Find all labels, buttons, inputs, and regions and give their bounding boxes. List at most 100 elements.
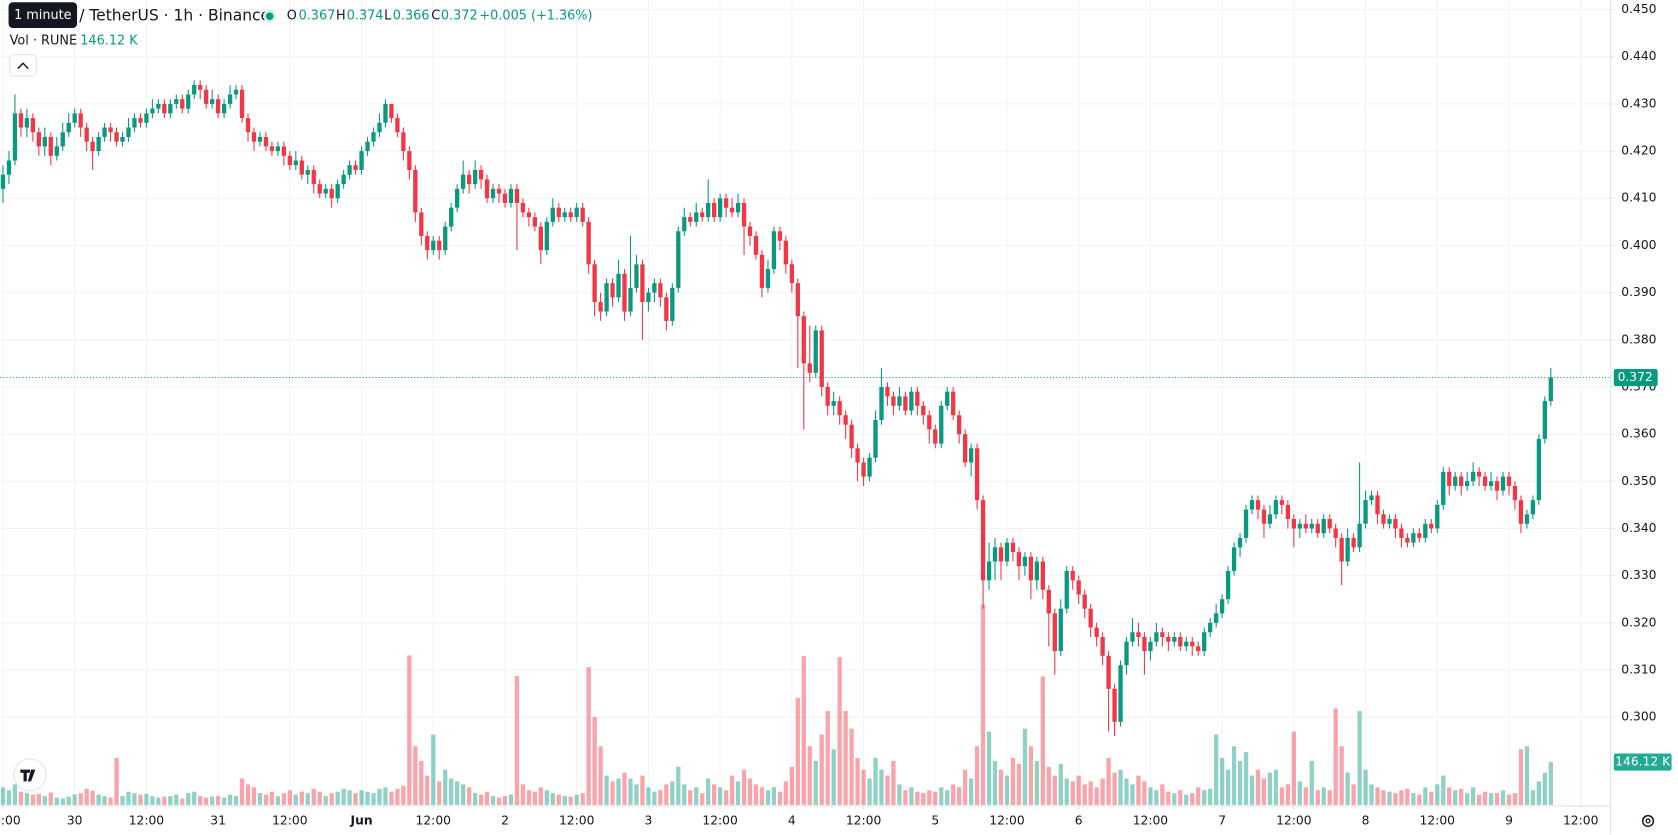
volume-bar — [281, 793, 287, 805]
x-tick-label: 12:00 — [702, 813, 737, 827]
candle-body — [921, 405, 926, 416]
volume-bar — [1118, 769, 1123, 805]
candle-body — [968, 448, 974, 463]
candle-body — [502, 193, 508, 203]
x-tick-label: 12:00 — [272, 813, 307, 827]
candle-body — [114, 132, 119, 142]
volume-bar — [939, 787, 944, 805]
candle-body — [490, 188, 496, 199]
candle-body — [323, 188, 328, 194]
candle-body — [1381, 514, 1386, 524]
volume-bar — [102, 796, 107, 805]
candle-body — [1279, 500, 1285, 505]
volume-bar — [526, 790, 532, 805]
symbol-title[interactable]: / TetherUS · 1h · Binance — [79, 7, 270, 25]
legend: 1 minute / TetherUS · 1h · Binance O 0.3… — [8, 2, 592, 77]
candle-body — [180, 99, 185, 109]
candle-body — [1351, 537, 1356, 548]
logo[interactable] — [13, 758, 47, 792]
candle-body — [329, 188, 334, 199]
volume-bar — [789, 766, 794, 805]
volume-bar — [777, 791, 783, 805]
volume-bar — [490, 796, 496, 805]
y-tick-label: 0.400 — [1621, 238, 1656, 252]
candle-body — [293, 160, 298, 166]
candle-body — [1387, 519, 1392, 524]
tooltip-text: 1 minute — [14, 8, 72, 23]
candle-body — [980, 500, 986, 581]
volume-bar — [347, 790, 352, 805]
volume-bar — [419, 760, 424, 805]
x-tick-label: 31 — [210, 813, 226, 827]
x-tick-label: 12:00 — [1420, 813, 1455, 827]
candle-body — [1178, 636, 1183, 647]
candle-body — [257, 136, 263, 142]
volume-bar — [293, 794, 298, 805]
volume-bar — [861, 769, 866, 805]
volume-bar — [562, 796, 567, 805]
volume-bar — [186, 793, 191, 805]
volume-bar — [275, 796, 281, 805]
candle-body — [807, 363, 812, 373]
candle-body — [317, 184, 322, 194]
candle-body — [1321, 519, 1326, 534]
candle-body — [986, 561, 992, 581]
candle-body — [1118, 665, 1123, 722]
x-tick-label: 12:00 — [1276, 813, 1311, 827]
candle-body — [449, 207, 454, 227]
volume-bar — [723, 790, 729, 805]
candle-body — [90, 141, 95, 152]
volume-bar — [1309, 760, 1314, 805]
candle-body — [1512, 486, 1518, 501]
volume-bar — [717, 787, 723, 805]
volume-bar — [855, 757, 860, 805]
settings-icon[interactable] — [1641, 814, 1655, 828]
candle-body — [389, 103, 394, 119]
candle-body — [359, 151, 364, 170]
candle-body — [174, 99, 179, 104]
candle-body — [54, 146, 59, 156]
volume-bar — [765, 790, 771, 805]
volume-bar — [401, 785, 406, 805]
y-tick-label: 0.430 — [1621, 96, 1656, 110]
volume-bar — [1076, 775, 1081, 805]
candle-body — [1052, 613, 1057, 652]
volume-bar — [257, 793, 263, 805]
candle-body — [1094, 627, 1099, 637]
candle-body — [562, 212, 567, 218]
volume-bar — [676, 766, 681, 805]
volume-bar — [204, 797, 209, 805]
volume-bar — [174, 794, 179, 805]
volume-bar — [461, 784, 466, 805]
candle-body — [783, 240, 789, 265]
candle-body — [652, 283, 657, 293]
candle-body — [1273, 500, 1279, 515]
candle-body — [443, 226, 448, 251]
volume-bar — [12, 784, 18, 805]
candle-body — [1046, 589, 1051, 614]
volume-bar — [1034, 760, 1040, 805]
y-tick-label: 0.340 — [1621, 521, 1656, 535]
volume-bar — [1178, 790, 1183, 805]
volume-bar — [1184, 794, 1189, 805]
volume-bar — [1237, 760, 1243, 805]
candle-body — [1142, 636, 1147, 652]
y-tick-label: 0.380 — [1621, 332, 1656, 346]
volume-bar — [120, 796, 125, 805]
y-tick-label: 0.350 — [1621, 474, 1656, 488]
x-tick-label: 12:00 — [0, 813, 21, 827]
candle-body — [676, 231, 681, 288]
volume-bar — [652, 791, 657, 805]
volume-bar — [233, 796, 239, 805]
candle-body — [723, 198, 729, 208]
collapse-button[interactable] — [9, 54, 37, 77]
candle-body — [1459, 476, 1464, 487]
volume-bar — [425, 775, 430, 805]
candle-body — [700, 212, 705, 218]
candle-body — [263, 136, 269, 147]
tooltip-box — [8, 2, 78, 28]
grid — [0, 0, 1611, 805]
candle-body — [102, 127, 107, 137]
candle-body — [186, 94, 191, 109]
